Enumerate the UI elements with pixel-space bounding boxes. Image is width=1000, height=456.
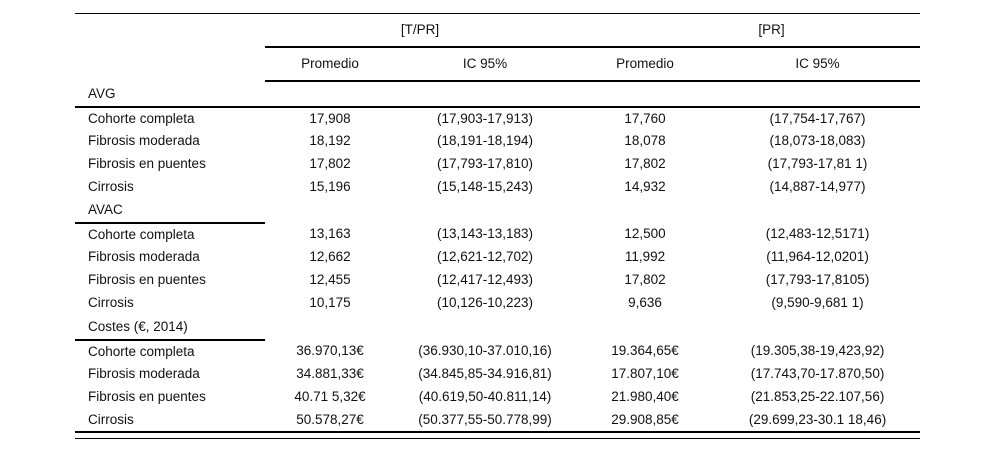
table-row: Fibrosis en puentes 12,455 (12,417-12,49… xyxy=(75,269,920,292)
cell-row-label: Fibrosis moderada xyxy=(88,249,200,265)
cell-tpr-promedio: 18,192 xyxy=(309,133,351,149)
cell-pr-ic95: (14,887-14,977) xyxy=(769,179,866,195)
cell-tpr-ic95: (40.619,50-40.811,14) xyxy=(418,389,552,405)
table-bottom-double-rule xyxy=(75,437,920,439)
cell-row-label: Cirrosis xyxy=(88,179,134,195)
cell-pr-ic95: (29.699,23-30.1 18,46) xyxy=(715,408,921,433)
cell-tpr-promedio: 40.71 5,32€ xyxy=(294,389,366,405)
cell-tpr-promedio: 34.881,33€ xyxy=(296,366,364,382)
cell-pr-promedio: 17,802 xyxy=(624,272,666,288)
cell-tpr-ic95: (12,621-12,702) xyxy=(436,249,534,265)
col-header-tpr-promedio: Promedio xyxy=(265,46,395,82)
cell-pr-ic95: (21.853,25-22.107,56) xyxy=(750,389,885,405)
document-page: [T/PR] [PR] Promedio IC 95% Promedio IC … xyxy=(75,13,921,439)
cell-row-label: Fibrosis en puentes xyxy=(88,389,206,405)
section-header-row: AVG xyxy=(75,80,921,108)
cell-tpr-promedio: 17,908 xyxy=(309,110,351,126)
table-row: Cohorte completa 17,908 (17,903-17,913) … xyxy=(75,107,920,130)
table-row: Cirrosis 15,196 (15,148-15,243) 14,932 (… xyxy=(75,176,920,199)
cell-pr-ic95: (17.743,70-17.870,50) xyxy=(750,366,885,382)
cell-tpr-promedio: 13,163 xyxy=(309,226,351,242)
table-row: Fibrosis en puentes 40.71 5,32€ (40.619,… xyxy=(75,386,920,409)
col-header-pr-promedio: Promedio xyxy=(575,46,716,82)
col-header-tpr-ic95: IC 95% xyxy=(395,46,576,82)
section-header-row: AVAC xyxy=(75,198,920,224)
section-header-row: Costes (€, 2014) xyxy=(75,314,920,341)
cell-row-label: Cirrosis xyxy=(88,295,134,311)
cell-pr-ic95: (17,793-17,8105) xyxy=(765,272,870,288)
cell-row-label: Cohorte completa xyxy=(88,226,195,242)
cell-row-label: Cohorte completa xyxy=(88,343,195,359)
col-header-pr-ic95: IC 95% xyxy=(715,46,921,82)
cell-tpr-ic95: (10,126-10,223) xyxy=(436,295,534,311)
cell-tpr-ic95: (18,191-18,194) xyxy=(436,133,534,149)
section-title-avac: AVAC xyxy=(75,198,265,224)
group-header-tpr: [T/PR] xyxy=(265,13,576,48)
cell-tpr-ic95: (15,148-15,243) xyxy=(436,179,534,195)
cell-pr-ic95: (9,590-9,681 1) xyxy=(771,295,864,311)
cell-pr-promedio: 17,760 xyxy=(624,110,666,126)
cell-pr-promedio: 18,078 xyxy=(624,133,666,149)
cell-tpr-ic95: (13,143-13,183) xyxy=(436,226,534,242)
cell-tpr-ic95: (17,903-17,913) xyxy=(436,110,534,126)
table-row: Cirrosis 10,175 (10,126-10,223) 9,636 (9… xyxy=(75,292,920,315)
cell-pr-promedio: 17,802 xyxy=(624,156,666,172)
results-table: [T/PR] [PR] Promedio IC 95% Promedio IC … xyxy=(75,13,921,433)
group-header-row: [T/PR] [PR] xyxy=(75,13,921,48)
cell-row-label: Fibrosis en puentes xyxy=(88,272,206,288)
cell-tpr-promedio: 12,662 xyxy=(309,249,351,265)
cell-tpr-ic95: (50.377,55-50.778,99) xyxy=(395,408,576,433)
cell-pr-promedio: 12,500 xyxy=(624,226,666,242)
cell-tpr-ic95: (34.845,85-34.916,81) xyxy=(418,366,552,382)
cell-tpr-promedio: 10,175 xyxy=(309,295,351,311)
table-row: Fibrosis moderada 18,192 (18,191-18,194)… xyxy=(75,130,920,153)
table-row: Cohorte completa 36.970,13€ (36.930,10-3… xyxy=(75,340,920,363)
section-title-avg: AVG xyxy=(75,80,921,108)
cell-tpr-promedio: 15,196 xyxy=(309,179,351,195)
cell-pr-ic95: (19.305,38-19,423,92) xyxy=(750,343,885,359)
cell-tpr-promedio: 50.578,27€ xyxy=(265,408,395,433)
table-row: Cohorte completa 13,163 (13,143-13,183) … xyxy=(75,223,920,246)
table-row: Fibrosis moderada 34.881,33€ (34.845,85-… xyxy=(75,363,920,386)
cell-pr-promedio: 19.364,65€ xyxy=(611,343,679,359)
empty-corner-cell xyxy=(75,13,265,47)
group-header-pr: [PR] xyxy=(575,13,921,48)
cell-pr-ic95: (12,483-12,5171) xyxy=(765,226,870,242)
cell-row-label: Cohorte completa xyxy=(88,110,195,126)
cell-pr-promedio: 9,636 xyxy=(628,295,662,311)
cell-tpr-promedio: 17,802 xyxy=(309,156,351,172)
empty-cell xyxy=(265,315,920,340)
cell-pr-ic95: (17,793-17,81 1) xyxy=(767,156,868,172)
section-title-costes: Costes (€, 2014) xyxy=(75,314,265,341)
cell-tpr-ic95: (36.930,10-37.010,16) xyxy=(418,343,552,359)
cell-pr-promedio: 17.807,10€ xyxy=(611,366,679,382)
cell-row-label: Fibrosis en puentes xyxy=(88,156,206,172)
cell-pr-promedio: 21.980,40€ xyxy=(611,389,679,405)
cell-row-label: Fibrosis moderada xyxy=(88,366,200,382)
cell-row-label: Cirrosis xyxy=(75,408,265,433)
empty-corner-cell xyxy=(75,47,265,81)
cell-row-label: Fibrosis moderada xyxy=(88,133,200,149)
cell-pr-ic95: (11,964-12,0201) xyxy=(766,249,869,265)
cell-pr-ic95: (18,073-18,083) xyxy=(769,133,866,149)
table-row: Fibrosis moderada 12,662 (12,621-12,702)… xyxy=(75,246,920,269)
cell-tpr-ic95: (12,417-12,493) xyxy=(436,272,534,288)
column-header-row: Promedio IC 95% Promedio IC 95% xyxy=(75,46,921,82)
table-row: Cirrosis 50.578,27€ (50.377,55-50.778,99… xyxy=(75,408,921,433)
cell-tpr-promedio: 12,455 xyxy=(309,272,351,288)
empty-cell xyxy=(265,199,920,223)
cell-pr-promedio: 14,932 xyxy=(624,179,666,195)
cell-tpr-ic95: (17,793-17,810) xyxy=(436,156,534,172)
table-row: Fibrosis en puentes 17,802 (17,793-17,81… xyxy=(75,153,920,176)
cell-pr-ic95: (17,754-17,767) xyxy=(769,110,866,126)
cell-tpr-promedio: 36.970,13€ xyxy=(296,343,364,359)
cell-pr-promedio: 29.908,85€ xyxy=(575,408,716,433)
cell-pr-promedio: 11,992 xyxy=(624,249,666,265)
